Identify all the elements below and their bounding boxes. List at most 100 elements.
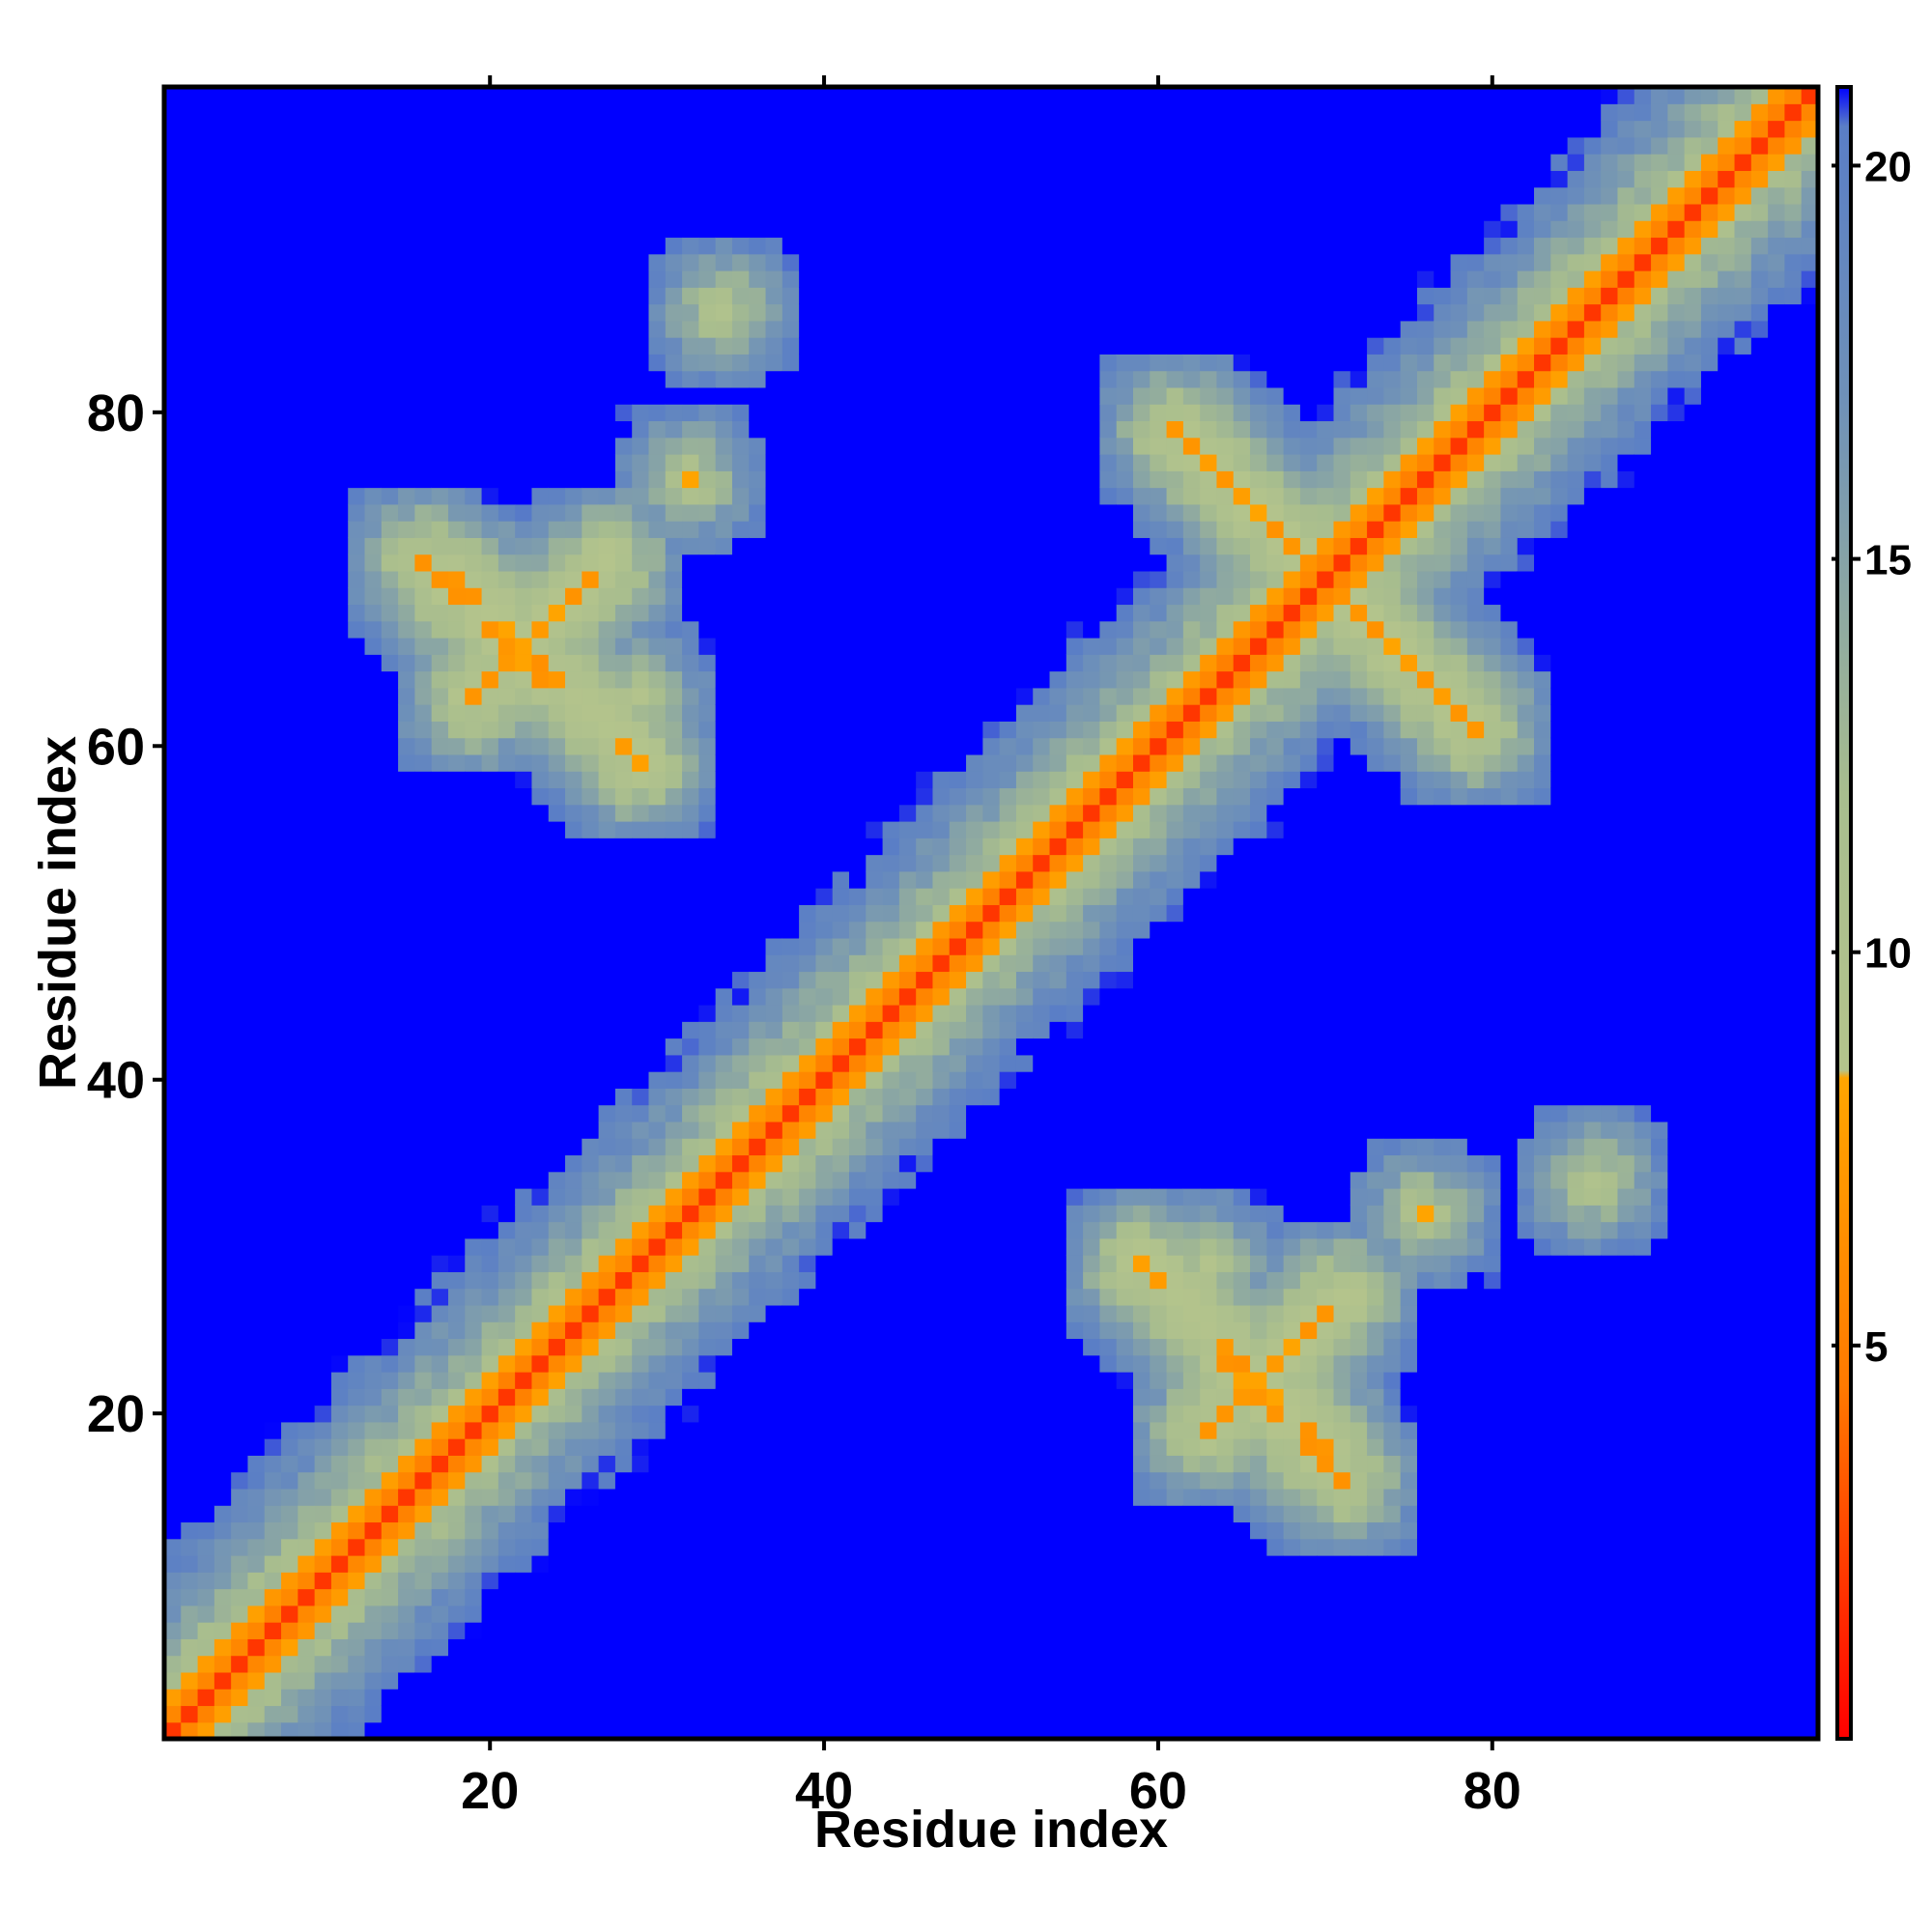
heatmap-cell (330, 1005, 349, 1022)
heatmap-cell (181, 971, 199, 989)
heatmap-cell (866, 1622, 884, 1639)
heatmap-cell (264, 1421, 282, 1439)
heatmap-cell (999, 1054, 1017, 1072)
heatmap-cell (932, 1338, 951, 1356)
heatmap-cell (932, 437, 951, 455)
heatmap-cell (582, 1104, 600, 1122)
heatmap-cell (481, 1572, 499, 1590)
heatmap-cell (197, 587, 215, 606)
heatmap-cell (648, 1671, 667, 1690)
heatmap-cell (731, 386, 750, 405)
heatmap-cell (632, 1037, 650, 1056)
heatmap-cell (815, 320, 834, 338)
heatmap-cell (465, 888, 483, 905)
heatmap-cell (398, 1689, 415, 1707)
heatmap-cell (197, 1372, 215, 1389)
heatmap-cell (364, 1154, 383, 1173)
heatmap-cell (749, 220, 767, 239)
heatmap-cell (598, 87, 616, 104)
heatmap-cell (949, 1188, 967, 1206)
heatmap-cell (197, 888, 215, 905)
heatmap-cell (815, 971, 834, 989)
heatmap-cell (481, 270, 499, 288)
heatmap-cell (531, 120, 550, 138)
heatmap-cell (565, 1255, 582, 1272)
heatmap-cell (648, 154, 667, 171)
heatmap-cell (447, 954, 466, 973)
heatmap-cell (314, 1455, 332, 1473)
heatmap-cell (765, 1705, 783, 1723)
heatmap-cell (481, 1655, 499, 1673)
heatmap-cell (765, 704, 783, 722)
heatmap-cell (815, 521, 834, 538)
heatmap-cell (982, 888, 1001, 905)
heatmap-cell (531, 1255, 550, 1272)
heatmap-cell (497, 888, 516, 905)
heatmap-cell (932, 354, 951, 372)
heatmap-cell (264, 654, 282, 672)
heatmap-cell (731, 854, 750, 872)
heatmap-cell (181, 620, 199, 639)
heatmap-cell (414, 1321, 433, 1340)
heatmap-cell (281, 386, 298, 405)
heatmap-cell (898, 1521, 917, 1540)
heatmap-cell (632, 1372, 650, 1389)
heatmap-cell (298, 638, 316, 655)
heatmap-cell (898, 303, 917, 322)
heatmap-cell (213, 1588, 232, 1606)
heatmap-cell (247, 1388, 266, 1406)
heatmap-cell (815, 1138, 834, 1156)
heatmap-cell (381, 704, 399, 722)
heatmap-cell (866, 420, 884, 439)
heatmap-cell (982, 753, 1001, 772)
heatmap-cell (531, 1405, 550, 1423)
heatmap-cell (548, 1521, 566, 1540)
heatmap-cell (431, 337, 449, 355)
heatmap-cell (932, 854, 951, 872)
heatmap-cell (966, 604, 983, 622)
heatmap-cell (314, 103, 332, 122)
heatmap-cell (614, 554, 633, 572)
heatmap-cell (465, 1154, 483, 1173)
heatmap-cell (982, 1071, 1001, 1089)
heatmap-cell (548, 954, 566, 973)
heatmap-cell (314, 354, 332, 372)
heatmap-cell (982, 1255, 1001, 1272)
heatmap-cell (614, 570, 633, 588)
heatmap-cell (982, 1421, 1001, 1439)
heatmap-cell (497, 737, 516, 755)
heatmap-cell (348, 237, 366, 255)
heatmap-cell (465, 753, 483, 772)
heatmap-cell (815, 1021, 834, 1039)
heatmap-cell (515, 136, 533, 155)
heatmap-cell (164, 1121, 182, 1139)
heatmap-cell (414, 1104, 433, 1122)
heatmap-cell (398, 771, 415, 789)
heatmap-cell (665, 753, 683, 772)
heatmap-cell (916, 1304, 934, 1322)
heatmap-cell (916, 1171, 934, 1189)
heatmap-cell (447, 937, 466, 955)
heatmap-cell (247, 1321, 266, 1340)
heatmap-cell (614, 1021, 633, 1039)
heatmap-cell (213, 1021, 232, 1039)
heatmap-cell (264, 638, 282, 655)
heatmap-cell (314, 503, 332, 522)
heatmap-cell (731, 1471, 750, 1490)
heatmap-cell (982, 487, 1001, 505)
heatmap-cell (598, 1638, 616, 1657)
heatmap-cell (665, 354, 683, 372)
heatmap-cell (999, 1588, 1017, 1606)
heatmap-cell (414, 1405, 433, 1423)
heatmap-cell (749, 1304, 767, 1322)
heatmap-cell (330, 1188, 349, 1206)
heatmap-cell (247, 1138, 266, 1156)
heatmap-cell (731, 721, 750, 739)
heatmap-cell (164, 1588, 182, 1606)
heatmap-cell (832, 838, 850, 856)
heatmap-cell (465, 1304, 483, 1322)
heatmap-cell (665, 1572, 683, 1590)
heatmap-cell (715, 888, 733, 905)
heatmap-cell (398, 503, 415, 522)
heatmap-cell (381, 1021, 399, 1039)
